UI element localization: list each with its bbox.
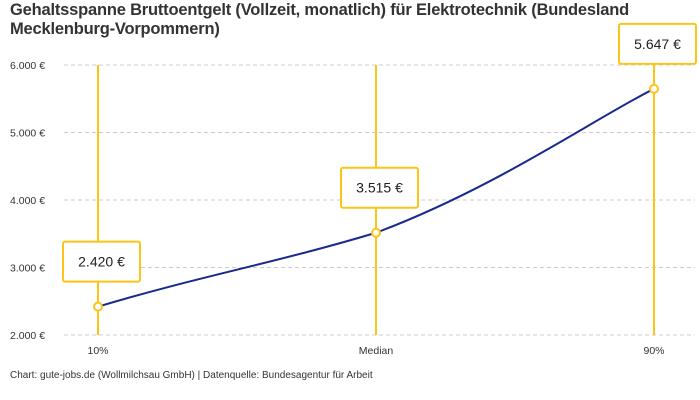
data-label-box: [62, 240, 141, 283]
y-tick-label: 4.000 €: [10, 195, 45, 207]
chart-title: Gehaltsspanne Bruttoentgelt (Vollzeit, m…: [10, 1, 630, 38]
y-tick-label: 6.000 €: [10, 60, 45, 72]
data-point: [649, 83, 659, 94]
x-tick-label: Median: [359, 345, 394, 357]
data-label: 3.515 €: [356, 180, 403, 196]
data-label-box: [618, 22, 697, 65]
y-tick-label: 5.000 €: [10, 128, 45, 140]
x-tick-label: 10%: [87, 345, 108, 357]
chart-source: Chart: gute-jobs.de (Wollmilchsau GmbH) …: [10, 370, 373, 381]
data-label: 5.647 €: [634, 36, 681, 52]
data-label-box: [340, 166, 419, 209]
data-point: [371, 227, 381, 238]
y-tick-label: 2.000 €: [10, 330, 45, 342]
y-tick-label: 3.000 €: [10, 263, 45, 275]
x-tick-label: 90%: [643, 345, 664, 357]
data-point: [93, 301, 103, 312]
data-label: 2.420 €: [78, 254, 125, 270]
